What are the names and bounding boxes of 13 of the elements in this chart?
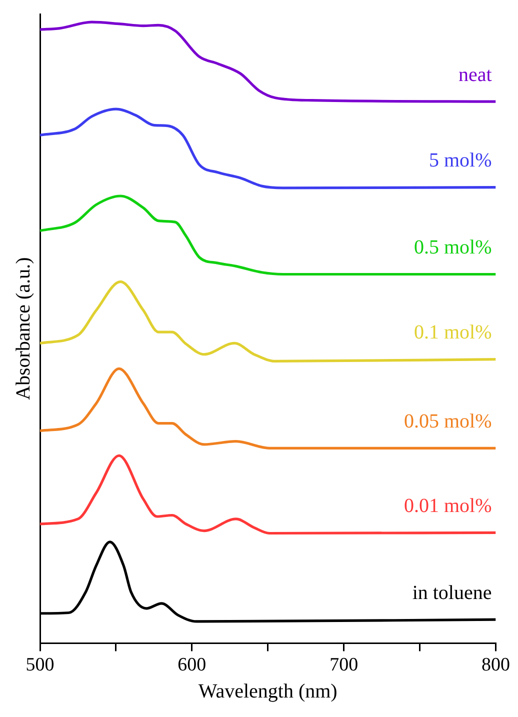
x-tick-label: 700 — [330, 654, 358, 676]
x-tick-label: 500 — [26, 654, 54, 676]
series-label: 0.1 mol% — [414, 322, 492, 344]
x-axis-title: Wavelength (nm) — [198, 680, 338, 702]
series-label: 0.5 mol% — [414, 236, 492, 258]
x-tick-label: 800 — [482, 654, 510, 676]
series-label: 0.01 mol% — [404, 494, 492, 517]
series-label: 5 mol% — [428, 150, 492, 172]
series-label: 0.05 mol% — [404, 410, 492, 432]
y-axis-title: Absorbance (a.u.) — [12, 257, 34, 400]
series-label: in toluene — [412, 582, 492, 604]
series-label: neat — [458, 64, 492, 86]
x-tick-label: 600 — [178, 654, 206, 676]
